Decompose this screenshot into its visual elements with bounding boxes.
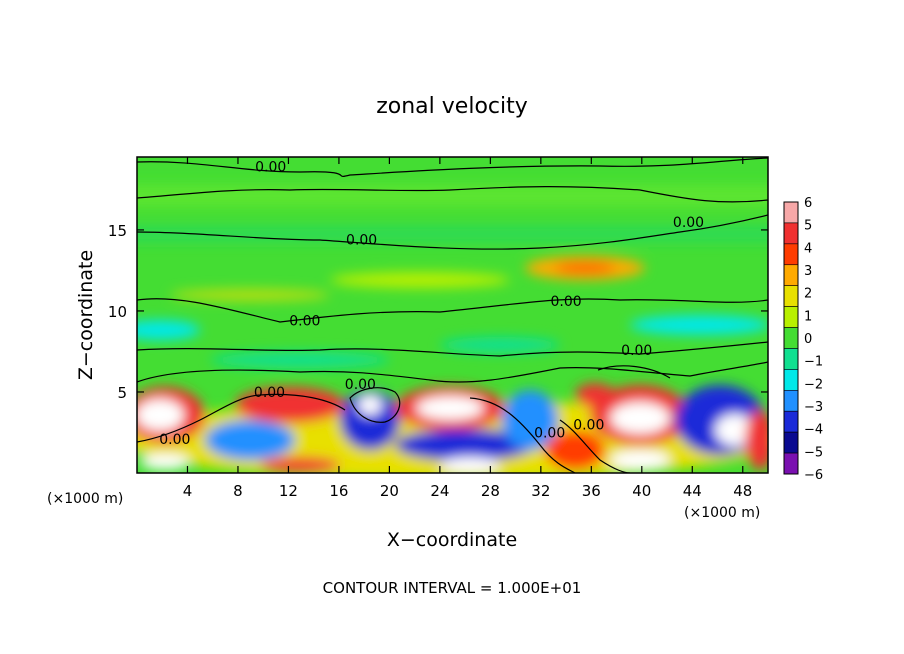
y-tick-label: 15: [108, 222, 127, 240]
colorbar-swatch: [783, 222, 799, 245]
colorbar-swatch: [783, 410, 799, 433]
colorbar-label: 5: [804, 219, 812, 234]
colorbar-label: 2: [804, 287, 812, 302]
velocity-field: [137, 185, 768, 473]
x-unit-left: (×1000 m): [47, 491, 123, 507]
colorbar-swatch: [783, 369, 799, 391]
colorbar-label: −1: [804, 355, 823, 370]
colorbar-swatch: [783, 306, 799, 328]
x-tick-label: 12: [279, 482, 298, 500]
contour-label: 0.00: [345, 377, 376, 393]
colorbar-swatch: [783, 243, 799, 266]
contour-label: 0.00: [159, 432, 190, 448]
contour-label: 0.00: [621, 343, 652, 359]
x-axis-ticks: 4 8 12 16 20 24 28 32 36 40 44 48: [183, 157, 752, 500]
colorbar-frame: [783, 201, 799, 475]
y-axis-label: Z−coordinate: [75, 250, 97, 380]
colorbar-label: −2: [804, 377, 823, 392]
colorbar-swatch: [783, 327, 799, 349]
x-tick-label: 48: [733, 482, 752, 500]
contour-label: 0.00: [673, 215, 704, 231]
colorbar-swatch: [783, 431, 799, 454]
zero-contours: [137, 157, 768, 473]
x-tick-label: 20: [380, 482, 399, 500]
colorbar-label: 0: [804, 332, 812, 347]
colorbar-swatch: [783, 285, 799, 307]
colorbar-label: 4: [804, 241, 812, 256]
colorbar-label: −4: [804, 423, 823, 438]
colorbar-label: 1: [804, 309, 812, 324]
colorbar-label: −5: [804, 445, 823, 460]
contour-interval-note: CONTOUR INTERVAL = 1.000E+01: [323, 579, 582, 597]
colorbar-label: −3: [804, 400, 823, 415]
colorbar-swatch: [783, 452, 799, 475]
colorbar-label: −6: [804, 468, 823, 483]
x-tick-label: 28: [481, 482, 500, 500]
contour-labels: 0.00 0.00 0.00 0.00 0.00 0.00 0.00 0.00 0.00 0.00…: [159, 160, 704, 448]
colorbar-swatch: [783, 201, 799, 224]
x-tick-label: 24: [430, 482, 449, 500]
x-tick-label: 44: [683, 482, 702, 500]
x-tick-label: 8: [233, 482, 243, 500]
colorbar-label: 6: [804, 196, 812, 211]
x-tick-label: 16: [329, 482, 348, 500]
y-axis-ticks: 5 10 15: [108, 222, 768, 402]
y-tick-label: 5: [117, 384, 127, 402]
plot-frame: [136, 156, 769, 474]
colorbar: 6 5 4 3 2 1 0 −1 −2 −3 −4 −5 −6: [783, 196, 823, 483]
x-unit-right: (×1000 m): [684, 505, 760, 521]
x-tick-label: 4: [183, 482, 193, 500]
x-tick-label: 36: [582, 482, 601, 500]
contour-label: 0.00: [534, 425, 565, 441]
x-tick-label: 40: [632, 482, 651, 500]
contour-label: 0.00: [289, 314, 320, 330]
contour-label: 0.00: [573, 417, 604, 433]
contour-label: 0.00: [254, 385, 285, 401]
x-tick-label: 32: [531, 482, 550, 500]
chart-title: zonal velocity: [376, 94, 528, 119]
plot-area: [137, 157, 768, 473]
colorbar-label: 3: [804, 264, 812, 279]
contour-label: 0.00: [550, 294, 581, 310]
colorbar-swatch: [783, 264, 799, 286]
contour-label: 0.00: [346, 233, 377, 249]
colorbar-swatch: [783, 390, 799, 412]
y-tick-label: 10: [108, 303, 127, 321]
x-axis-label: X−coordinate: [387, 529, 517, 551]
colorbar-swatch: [783, 348, 799, 370]
contour-label: 0.00: [255, 160, 286, 176]
